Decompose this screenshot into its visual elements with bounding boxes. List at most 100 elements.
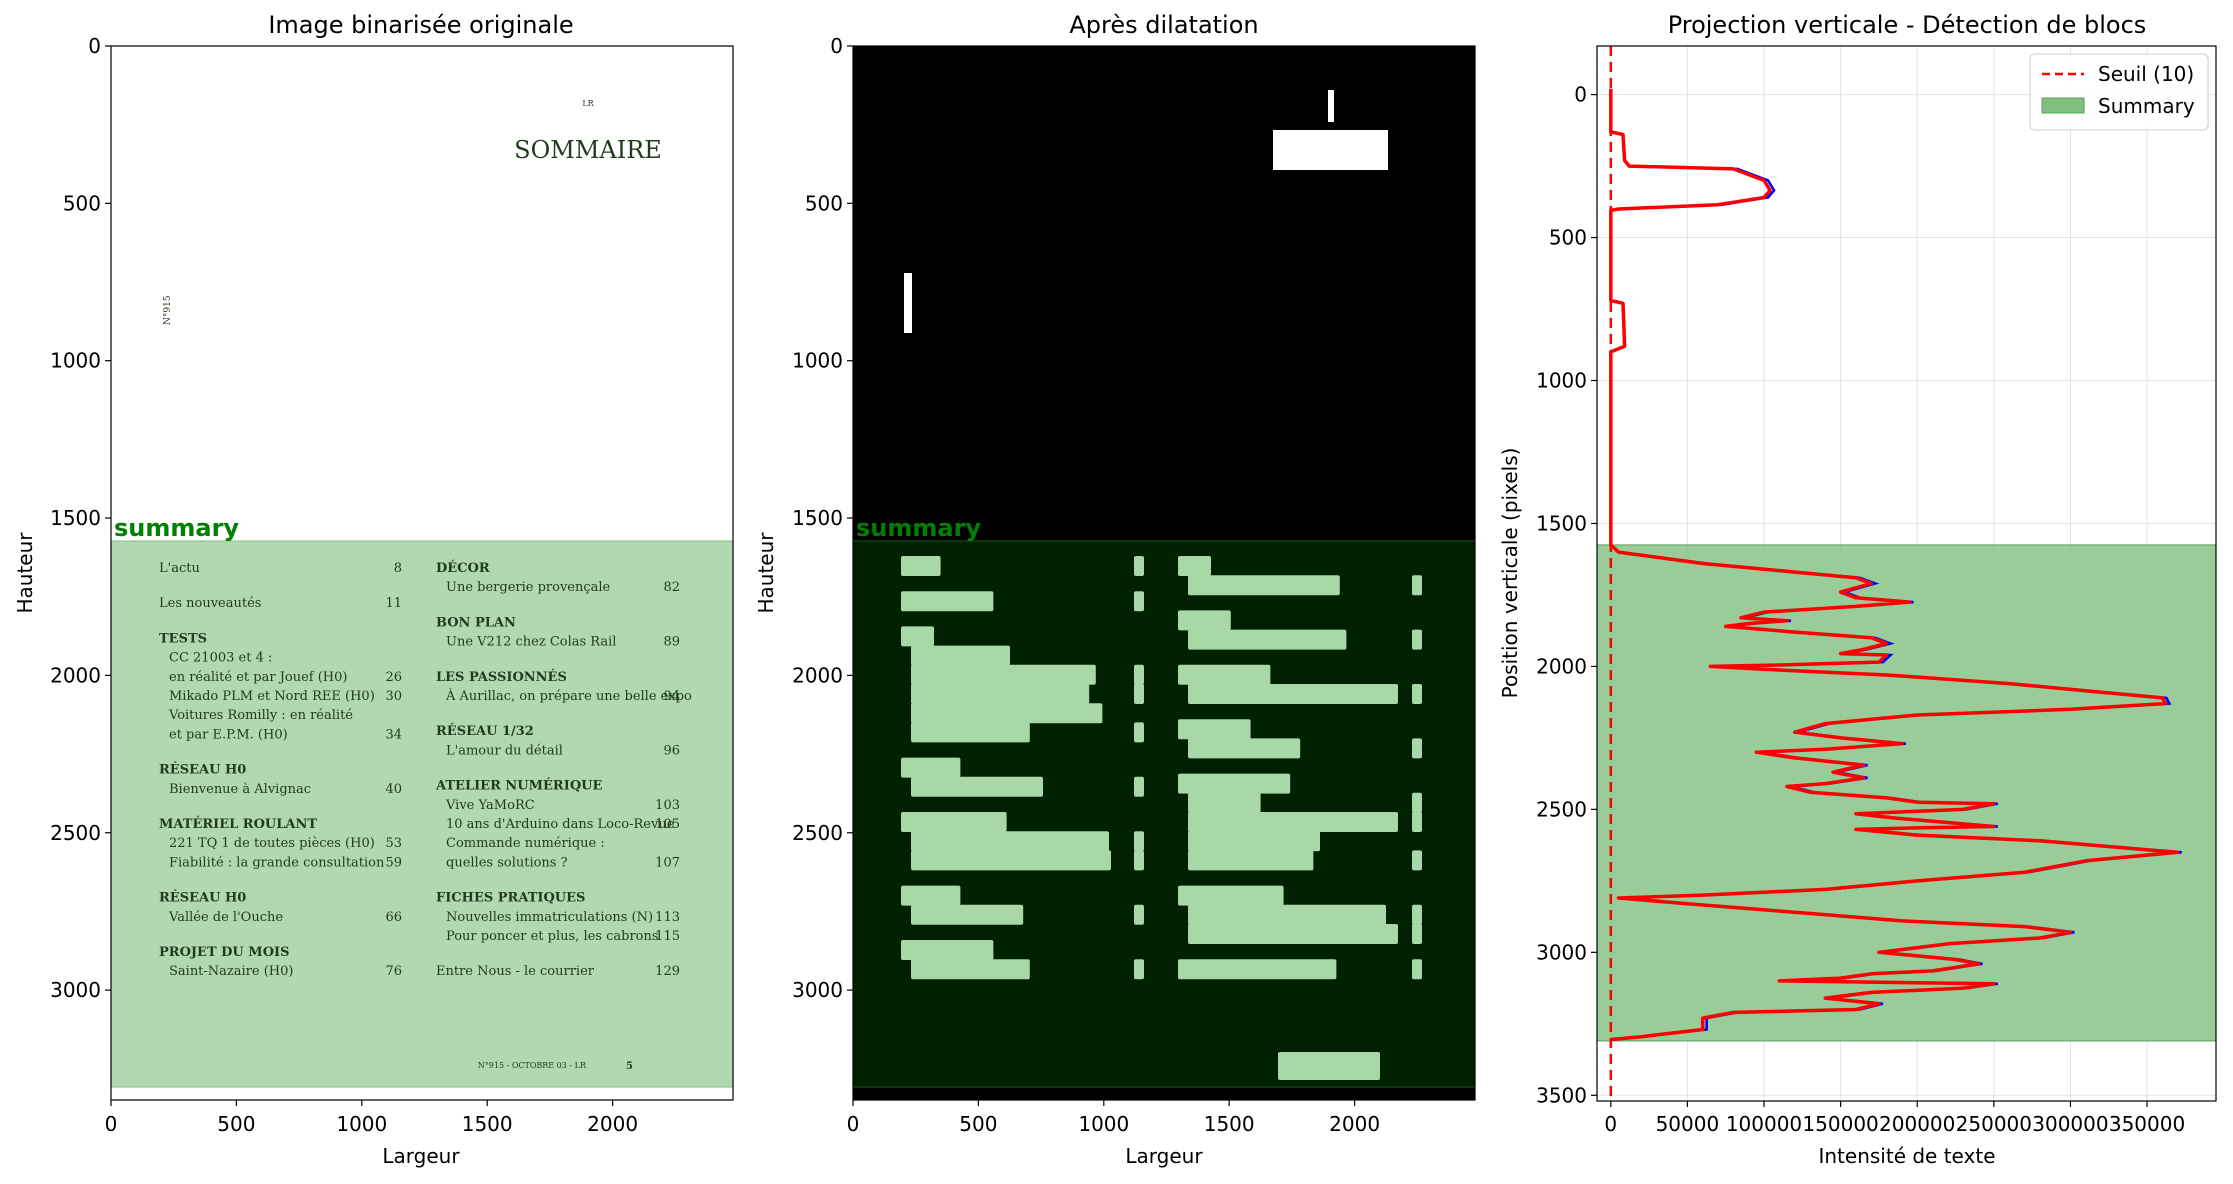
x-tick-label: 1500 [1204,1112,1255,1136]
dilated-blob [911,831,1109,852]
dilated-blob [911,645,1010,666]
x-tick-label: 1000 [1078,1112,1129,1136]
y-tick-label: 1500 [1536,511,1587,535]
y-tick-label: 1000 [792,349,843,373]
dilated-blob [911,684,1090,704]
doc-footer: N°915 - OCTOBRE 03 - LR [478,1061,587,1070]
doc-entry-text: BON PLAN [436,615,516,630]
dilated-blob [1178,664,1271,685]
dilated-blob [901,757,961,778]
legend-threshold-label: Seuil (10) [2098,62,2194,86]
dilated-blob [901,591,994,612]
panel-original-title: Image binarisée originale [268,11,573,39]
panel-dilated-title: Après dilatation [1069,11,1258,39]
dilated-blob [1412,738,1422,759]
dilated-blob [1412,684,1422,704]
doc-entry-text: Vallée de l'Ouche [168,910,283,925]
x-tick-label: 2000 [1329,1112,1380,1136]
doc-entry-text: MATÉRIEL ROULANT [159,816,317,832]
doc-entry-page: 103 [655,798,680,813]
dilated-blob [911,850,1111,871]
doc-entry-page: 11 [385,596,402,611]
dilated-blob [901,812,1007,832]
dilated-blob [1178,885,1284,906]
dilated-blob [901,885,961,906]
panel-projection-axes: 0 50000 100000 150000 200000 250000 300000 3500… [1536,83,2185,1136]
y-tick-label: 3000 [792,978,843,1002]
dilated-blob [911,776,1043,797]
panel-original-xlabel: Largeur [382,1144,460,1168]
panel-original-ylabel: Hauteur [13,532,37,614]
y-tick-label: 0 [830,34,843,58]
doc-header-small: LR [582,99,594,108]
doc-entry-page: 26 [385,670,402,685]
dilated-blob [1134,831,1144,852]
dilated-blob [1178,773,1291,794]
doc-entry-text: RÉSEAU 1/32 [436,723,534,739]
y-tick-label: 3500 [1536,1083,1587,1107]
summary-label-dilated: summary [856,514,981,542]
panel-dilated-axes: 0 500 1000 1500 2000 0 500 1000 1500 2000 2500 3000 [792,34,1380,1136]
doc-header-title: SOMMAIRE [514,136,662,164]
dilated-blob [1134,904,1144,925]
dilated-blob [1178,610,1231,631]
dilated-blob [1188,684,1398,704]
dilated-blob [1178,719,1251,740]
y-tick-label: 1500 [792,506,843,530]
doc-entry-page: 30 [385,689,402,704]
dilated-blob [1188,831,1320,852]
summary-zone-original [110,540,734,1088]
dilated-blob [1412,792,1422,813]
doc-entry-page: 53 [385,836,402,851]
dilated-blob [901,626,934,647]
doc-entry-text: et par E.P.M. (H0) [169,727,288,742]
doc-entry-text: CC 21003 et 4 : [169,651,272,666]
panel-dilated: Après dilatation summary 0 500 1000 1500 200… [754,11,1476,1168]
doc-entry-text: Mikado PLM et Nord REE (H0) [169,689,375,704]
panel-original: Image binarisée originale LR SOMMAIRE N°… [13,11,734,1168]
x-tick-label: 200000 [1879,1112,1955,1136]
doc-entry-page: 59 [385,855,402,870]
dilated-blob [1188,924,1398,944]
panel-original-frame [110,45,734,1101]
x-tick-label: 0 [847,1112,860,1136]
panel-projection-xlabel: Intensité de texte [1818,1144,1995,1168]
doc-entry-text: DÉCOR [436,560,490,576]
doc-entry-text: Fiabilité : la grande consultation [169,855,385,870]
y-tick-label: 2000 [792,663,843,687]
doc-entry-text: FICHES PRATIQUES [436,891,585,906]
panel-dilated-frame [852,45,1476,1101]
dilated-blob [1134,556,1144,576]
panel-projection-ylabel: Position verticale (pixels) [1498,448,1522,699]
doc-entry-text: 221 TQ 1 de toutes pièces (H0) [169,836,375,851]
dilated-blob [1188,904,1386,925]
doc-entry-text: TESTS [159,631,207,646]
dilated-blob [911,959,1030,980]
dilated-blob [911,664,1096,685]
projection-smoothed-line [1609,88,2180,1042]
y-tick-label: 500 [1549,226,1587,250]
doc-entry-text: quelles solutions ? [446,855,568,870]
doc-entry-page: 40 [385,782,402,797]
doc-entry-page: 129 [655,964,680,979]
x-tick-label: 0 [1604,1112,1617,1136]
y-tick-label: 2500 [1536,797,1587,821]
dilated-blob [1273,130,1388,170]
doc-entry-text: LES PASSIONNÉS [436,669,567,685]
dilated-blob [1412,904,1422,925]
dilated-blob [1188,792,1261,813]
doc-entry-text: en réalité et par Jouef (H0) [169,670,348,685]
doc-entry-page: 96 [663,743,680,758]
dilated-blob [911,703,1103,724]
dilated-blob [1134,722,1144,743]
dilated-blob [1134,684,1144,704]
panel-projection-title: Projection verticale - Détection de bloc… [1668,11,2147,39]
doc-entry-text: RÉSEAU H0 [159,890,246,906]
summary-label-original: summary [114,514,239,542]
doc-entry-text: Pour poncer et plus, les cabrons [446,929,659,944]
doc-entry-page: 113 [655,910,680,925]
y-tick-label: 2500 [792,821,843,845]
x-tick-label: 500 [217,1112,255,1136]
dilated-blob [1412,924,1422,944]
